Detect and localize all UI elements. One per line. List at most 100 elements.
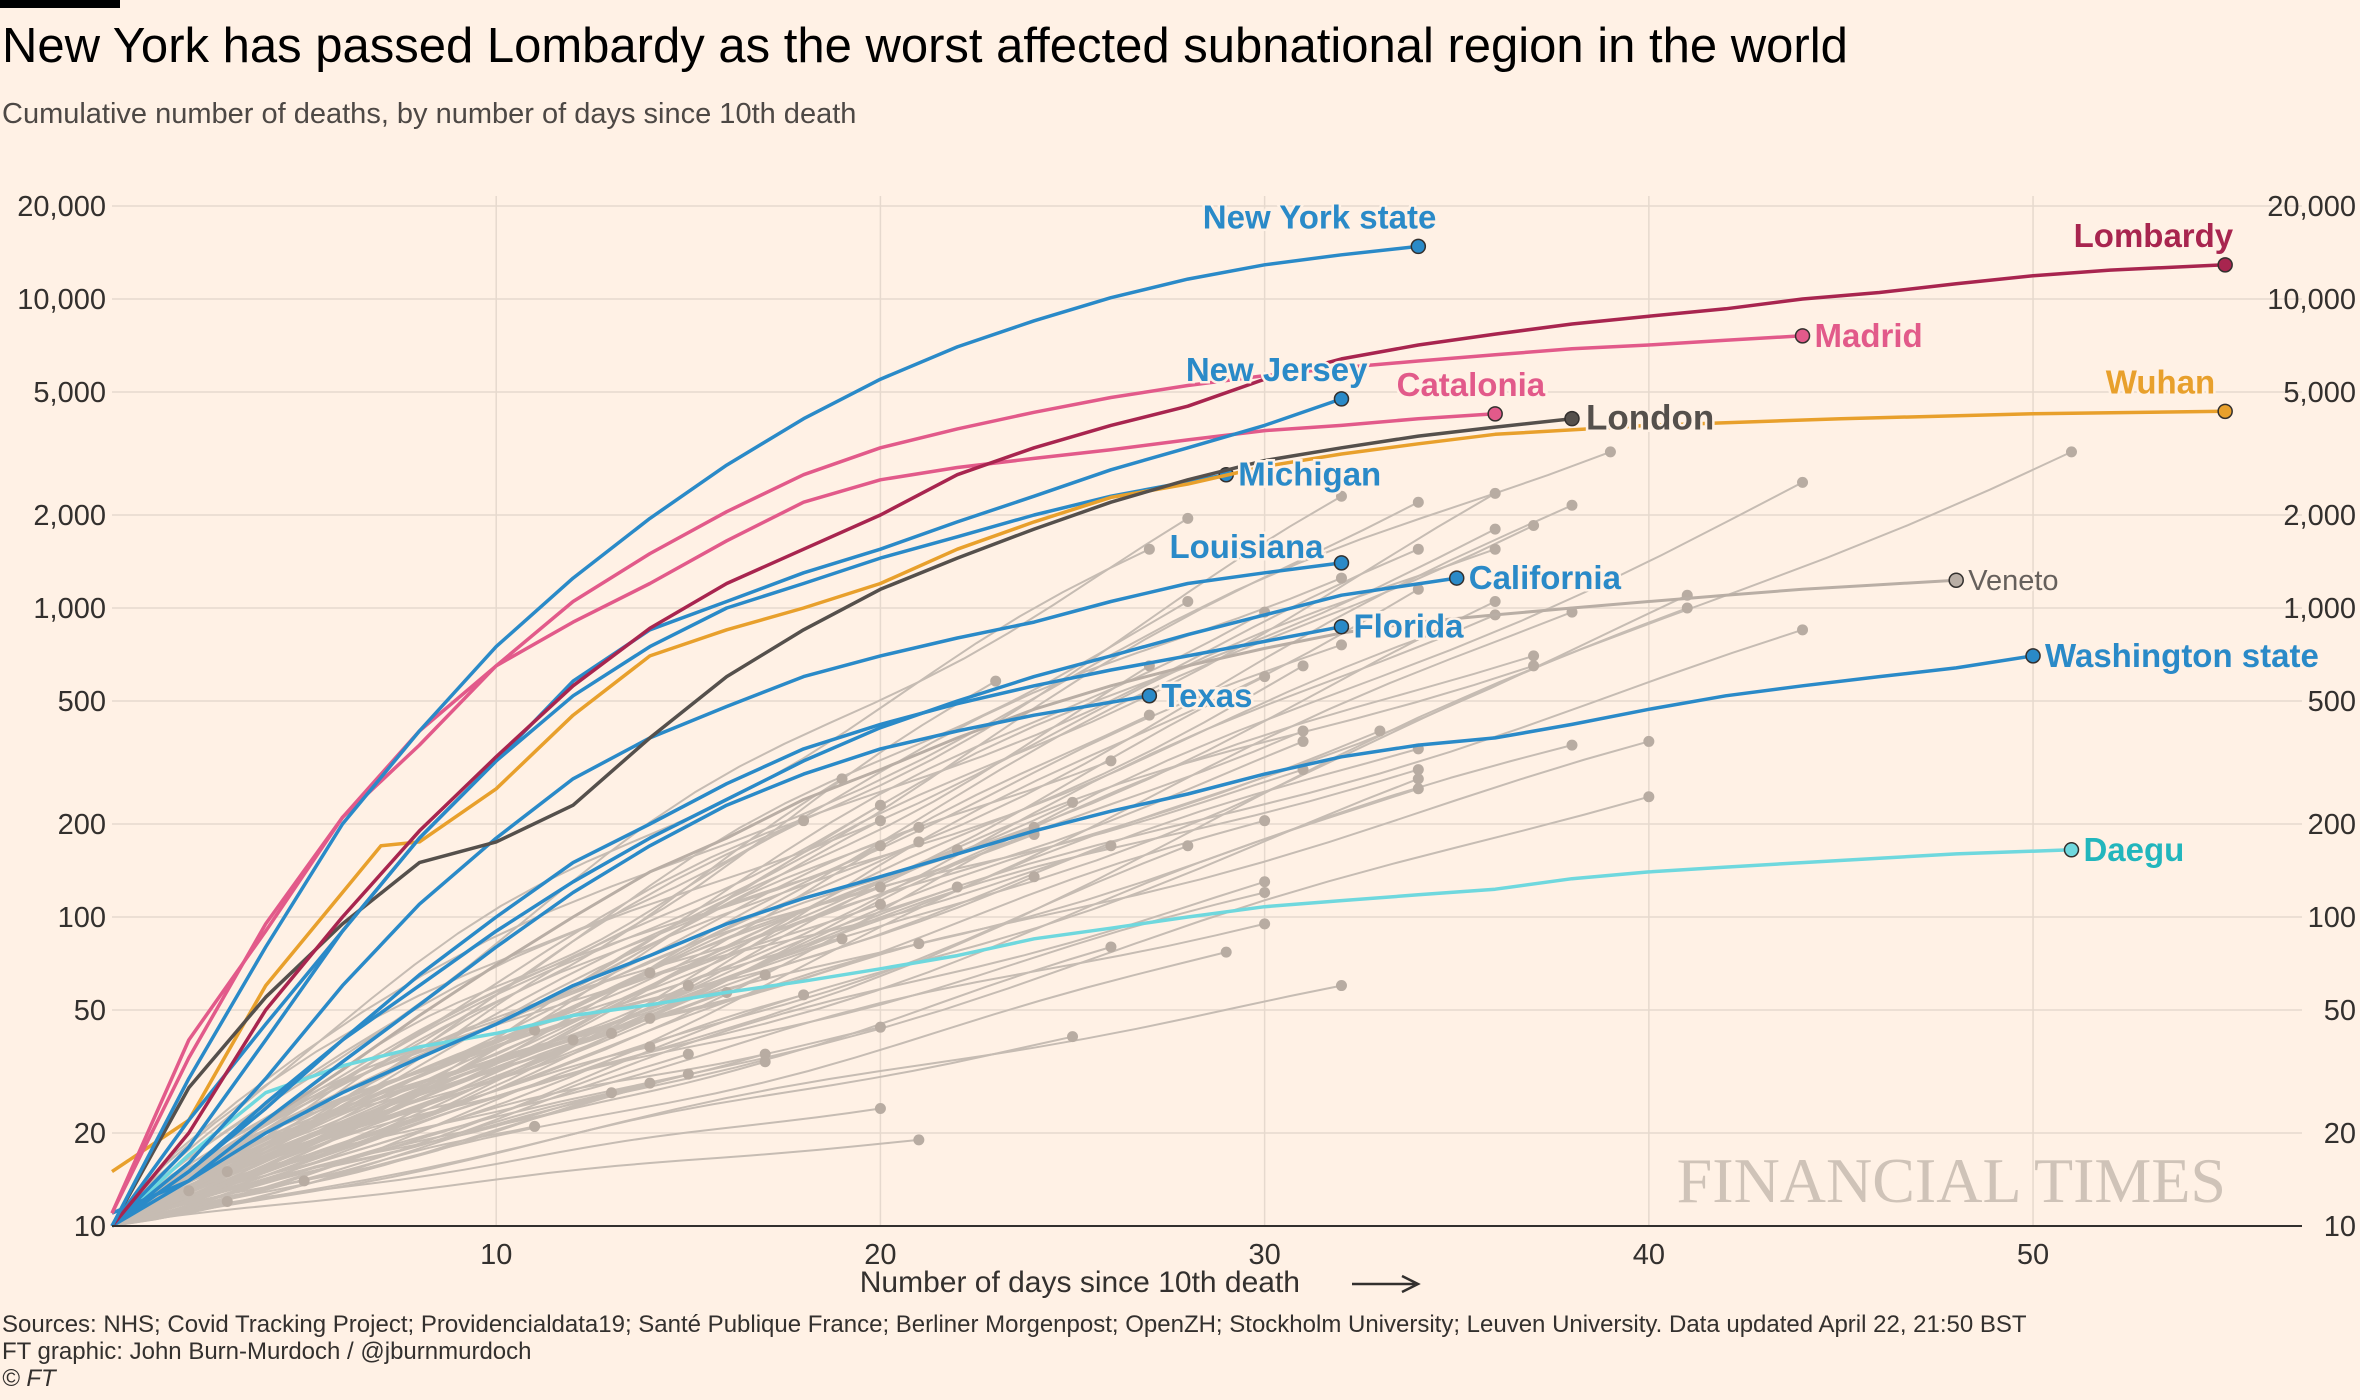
y-tick-label-left: 5,000 <box>33 377 106 409</box>
x-tick-label: 50 <box>2017 1239 2049 1271</box>
background-series-endpoint <box>874 840 886 852</box>
background-series-endpoint <box>1182 595 1194 607</box>
background-series-endpoint <box>2065 446 2077 458</box>
background-series-endpoint <box>1412 583 1424 595</box>
background-series-endpoint <box>913 938 925 950</box>
financial-times-watermark: FINANCIAL TIMES <box>1677 1145 2226 1216</box>
background-series-endpoint <box>644 1041 656 1053</box>
background-series-endpoint <box>1528 660 1540 672</box>
sources-note: Sources: NHS; Covid Tracking Project; Pr… <box>2 1311 2027 1338</box>
background-series-endpoint <box>836 773 848 785</box>
series-endpoint-texas <box>1141 688 1158 704</box>
series-line-texas <box>111 694 1150 1228</box>
series-label-veneto: Veneto <box>1968 565 2058 597</box>
series-endpoint-new-york-state <box>1410 238 1427 255</box>
background-series-endpoint <box>1297 725 1309 737</box>
series-label-new-york-state: New York state <box>1203 198 1437 235</box>
background-series-endpoint <box>1335 639 1347 651</box>
background-series-line <box>111 548 1150 1227</box>
background-series-endpoint <box>1412 496 1424 508</box>
y-tick-label-right: 10 <box>2324 1211 2356 1243</box>
chart-footer: Sources: NHS; Covid Tracking Project; Pr… <box>2 1311 2027 1392</box>
x-tick-label: 40 <box>1633 1239 1665 1271</box>
background-series-endpoint <box>1259 671 1271 683</box>
axes: 10 10 20 20 50 50 100 100 200 200 500 500 1,000 1,000… <box>17 191 2356 1299</box>
x-tick-label: 20 <box>864 1239 896 1271</box>
series-label-california: California <box>1469 559 1622 596</box>
background-series-endpoint <box>221 1166 233 1178</box>
background-series-endpoint <box>759 969 771 981</box>
background-series-endpoint <box>1335 490 1347 502</box>
series-label-michigan: Michigan <box>1238 456 1381 493</box>
series-line-veneto <box>111 578 1957 1228</box>
background-series-endpoint <box>1528 650 1540 662</box>
y-tick-label-left: 50 <box>74 995 106 1027</box>
background-series-endpoint <box>836 933 848 945</box>
background-series-endpoint <box>1797 476 1809 488</box>
background-series-endpoint <box>1182 840 1194 852</box>
background-series-endpoint <box>874 881 886 893</box>
series-label-london: London <box>1586 399 1714 438</box>
series-endpoint-washington-state <box>2025 648 2041 664</box>
series-label-texas: Texas <box>1161 677 1252 714</box>
background-series-line <box>111 787 1419 1227</box>
y-tick-label-right: 200 <box>2308 809 2356 841</box>
copyright: © FT <box>2 1365 56 1392</box>
background-series-line <box>111 777 1419 1227</box>
background-series-endpoint <box>605 1087 617 1099</box>
y-tick-label-right: 100 <box>2308 902 2356 934</box>
background-series-endpoint <box>913 1134 925 1146</box>
background-series-endpoint <box>1489 595 1501 607</box>
background-series-endpoint <box>913 836 925 848</box>
series-endpoint-catalonia <box>1487 406 1503 422</box>
background-series-endpoint <box>1067 796 1079 808</box>
background-series-line <box>111 984 1342 1227</box>
background-series-endpoint <box>682 980 694 992</box>
background-series-line <box>111 1179 305 1227</box>
series-endpoint-daegu <box>2063 842 2080 858</box>
background-series-endpoint <box>605 1027 617 1039</box>
y-tick-label-left: 2,000 <box>33 500 106 532</box>
background-series-endpoint <box>682 1048 694 1060</box>
series-endpoint-veneto <box>1948 572 1964 588</box>
background-series-line <box>111 1045 651 1227</box>
background-series-endpoint <box>1412 783 1424 795</box>
y-tick-label-right: 500 <box>2308 686 2356 718</box>
background-series-endpoint <box>1105 840 1117 852</box>
background-series-endpoint <box>951 881 963 893</box>
y-tick-label-right: 2,000 <box>2283 500 2356 532</box>
background-series-line <box>111 1035 1073 1227</box>
background-series-endpoint <box>1182 512 1194 524</box>
background-series-endpoint <box>1297 735 1309 747</box>
background-series-endpoint <box>874 898 886 910</box>
series-label-new-jersey: New Jersey <box>1186 351 1368 388</box>
background-series-line <box>111 891 1265 1227</box>
background-series-endpoint <box>874 815 886 827</box>
y-tick-label-right: 5,000 <box>2283 377 2356 409</box>
highlighted-series <box>110 238 2233 1228</box>
background-series-line <box>111 1200 228 1227</box>
series-line-lombardy <box>110 263 2226 1228</box>
background-series-line <box>111 993 804 1227</box>
background-series-endpoint <box>990 675 1002 687</box>
chart-title: New York has passed Lombardy as the wors… <box>2 19 1848 73</box>
background-series-endpoint <box>1067 1031 1079 1043</box>
series-label-florida: Florida <box>1353 608 1464 645</box>
line-chart: FINANCIAL TIMES 10 10 20 20 50 50 100 100 200 200… <box>17 191 2356 1299</box>
background-series-line <box>111 1091 612 1227</box>
background-series <box>111 446 2077 1227</box>
background-series-endpoint <box>1566 739 1578 751</box>
background-series-line <box>111 804 881 1227</box>
y-tick-label-left: 20 <box>74 1118 106 1150</box>
background-series-endpoint <box>1412 773 1424 785</box>
background-series-endpoint <box>1335 572 1347 584</box>
y-tick-label-right: 10,000 <box>2267 284 2356 316</box>
series-label-lombardy: Lombardy <box>2074 217 2234 254</box>
background-series-endpoint <box>1105 941 1117 953</box>
series-line-new-york-state <box>110 244 1419 1227</box>
background-series-endpoint <box>1028 871 1040 883</box>
y-tick-label-left: 20,000 <box>17 191 106 223</box>
series-label-daegu: Daegu <box>2083 831 2184 868</box>
series-line-louisiana <box>110 561 1342 1228</box>
background-series-endpoint <box>1528 519 1540 531</box>
